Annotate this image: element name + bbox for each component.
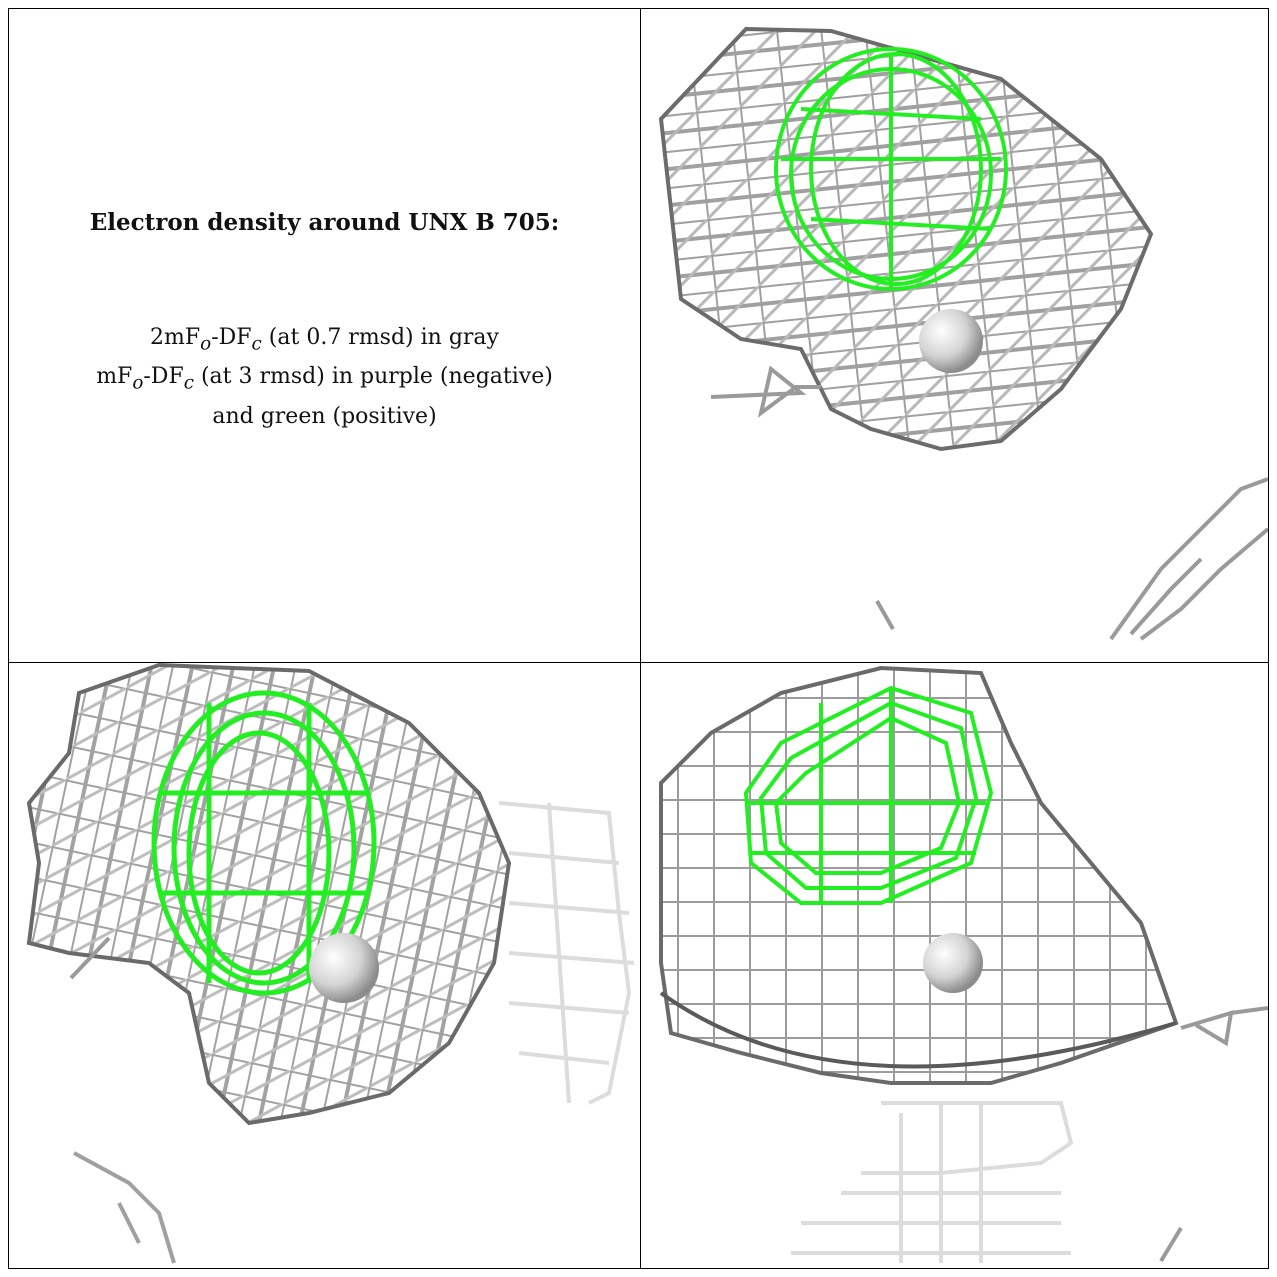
density-mesh-view-2 bbox=[26, 663, 635, 1264]
atom-sphere bbox=[309, 933, 379, 1003]
figure-table bbox=[8, 8, 1269, 1269]
legend-subscript: o bbox=[132, 372, 144, 394]
mesh-outline bbox=[658, 26, 1154, 452]
legend-line-2fofc: 2mFo-DFc (at 0.7 rmsd) in gray bbox=[9, 321, 640, 360]
legend-text: (at 0.7 rmsd) in gray bbox=[261, 325, 499, 350]
density-mesh-view-1 bbox=[658, 26, 1268, 641]
legend-line-fofc: mFo-DFc (at 3 rmsd) in purple (negative) bbox=[9, 360, 640, 399]
legend-text: -DF bbox=[143, 364, 184, 390]
stray-bond bbox=[875, 600, 895, 630]
table-divider-vertical bbox=[640, 8, 641, 1269]
density-view-3 bbox=[641, 663, 1268, 1268]
stray-bond bbox=[1159, 1226, 1183, 1263]
legend-text: mF bbox=[96, 364, 133, 390]
mesh-outline-lower bbox=[659, 991, 1177, 1069]
faded-mesh bbox=[498, 801, 635, 1105]
density-view-2 bbox=[9, 663, 640, 1268]
small-mesh bbox=[710, 365, 821, 418]
caption-legend: 2mFo-DFc (at 0.7 rmsd) in gray mFo-DFc (… bbox=[9, 321, 640, 433]
green-mesh bbox=[151, 690, 377, 996]
density-mesh-view-3 bbox=[659, 665, 1268, 1263]
caption-cell: Electron density around UNX B 705: 2mFo-… bbox=[9, 9, 640, 662]
mesh-outline bbox=[659, 665, 1179, 1085]
stray-bond bbox=[69, 936, 111, 980]
green-mesh bbox=[743, 685, 994, 905]
legend-subscript: o bbox=[200, 333, 212, 355]
faded-mesh bbox=[791, 1101, 1074, 1263]
mesh-outline bbox=[26, 663, 512, 1126]
legend-subscript: c bbox=[251, 333, 262, 355]
edge-mesh bbox=[1109, 477, 1268, 641]
table-divider-horizontal bbox=[8, 662, 1269, 663]
legend-text: (at 3 rmsd) in purple (negative) bbox=[193, 364, 553, 390]
atom-sphere bbox=[919, 309, 983, 373]
legend-subscript: c bbox=[183, 372, 194, 394]
atom-sphere bbox=[923, 933, 983, 993]
legend-text: 2mF bbox=[150, 325, 201, 350]
legend-text: -DF bbox=[211, 325, 252, 350]
caption-heading: Electron density around UNX B 705: bbox=[89, 209, 560, 236]
density-view-1 bbox=[641, 9, 1268, 662]
edge-mesh bbox=[1180, 1006, 1268, 1047]
legend-line-positive: and green (positive) bbox=[212, 403, 437, 429]
green-mesh bbox=[774, 47, 1008, 291]
edge-mesh bbox=[73, 1151, 176, 1264]
